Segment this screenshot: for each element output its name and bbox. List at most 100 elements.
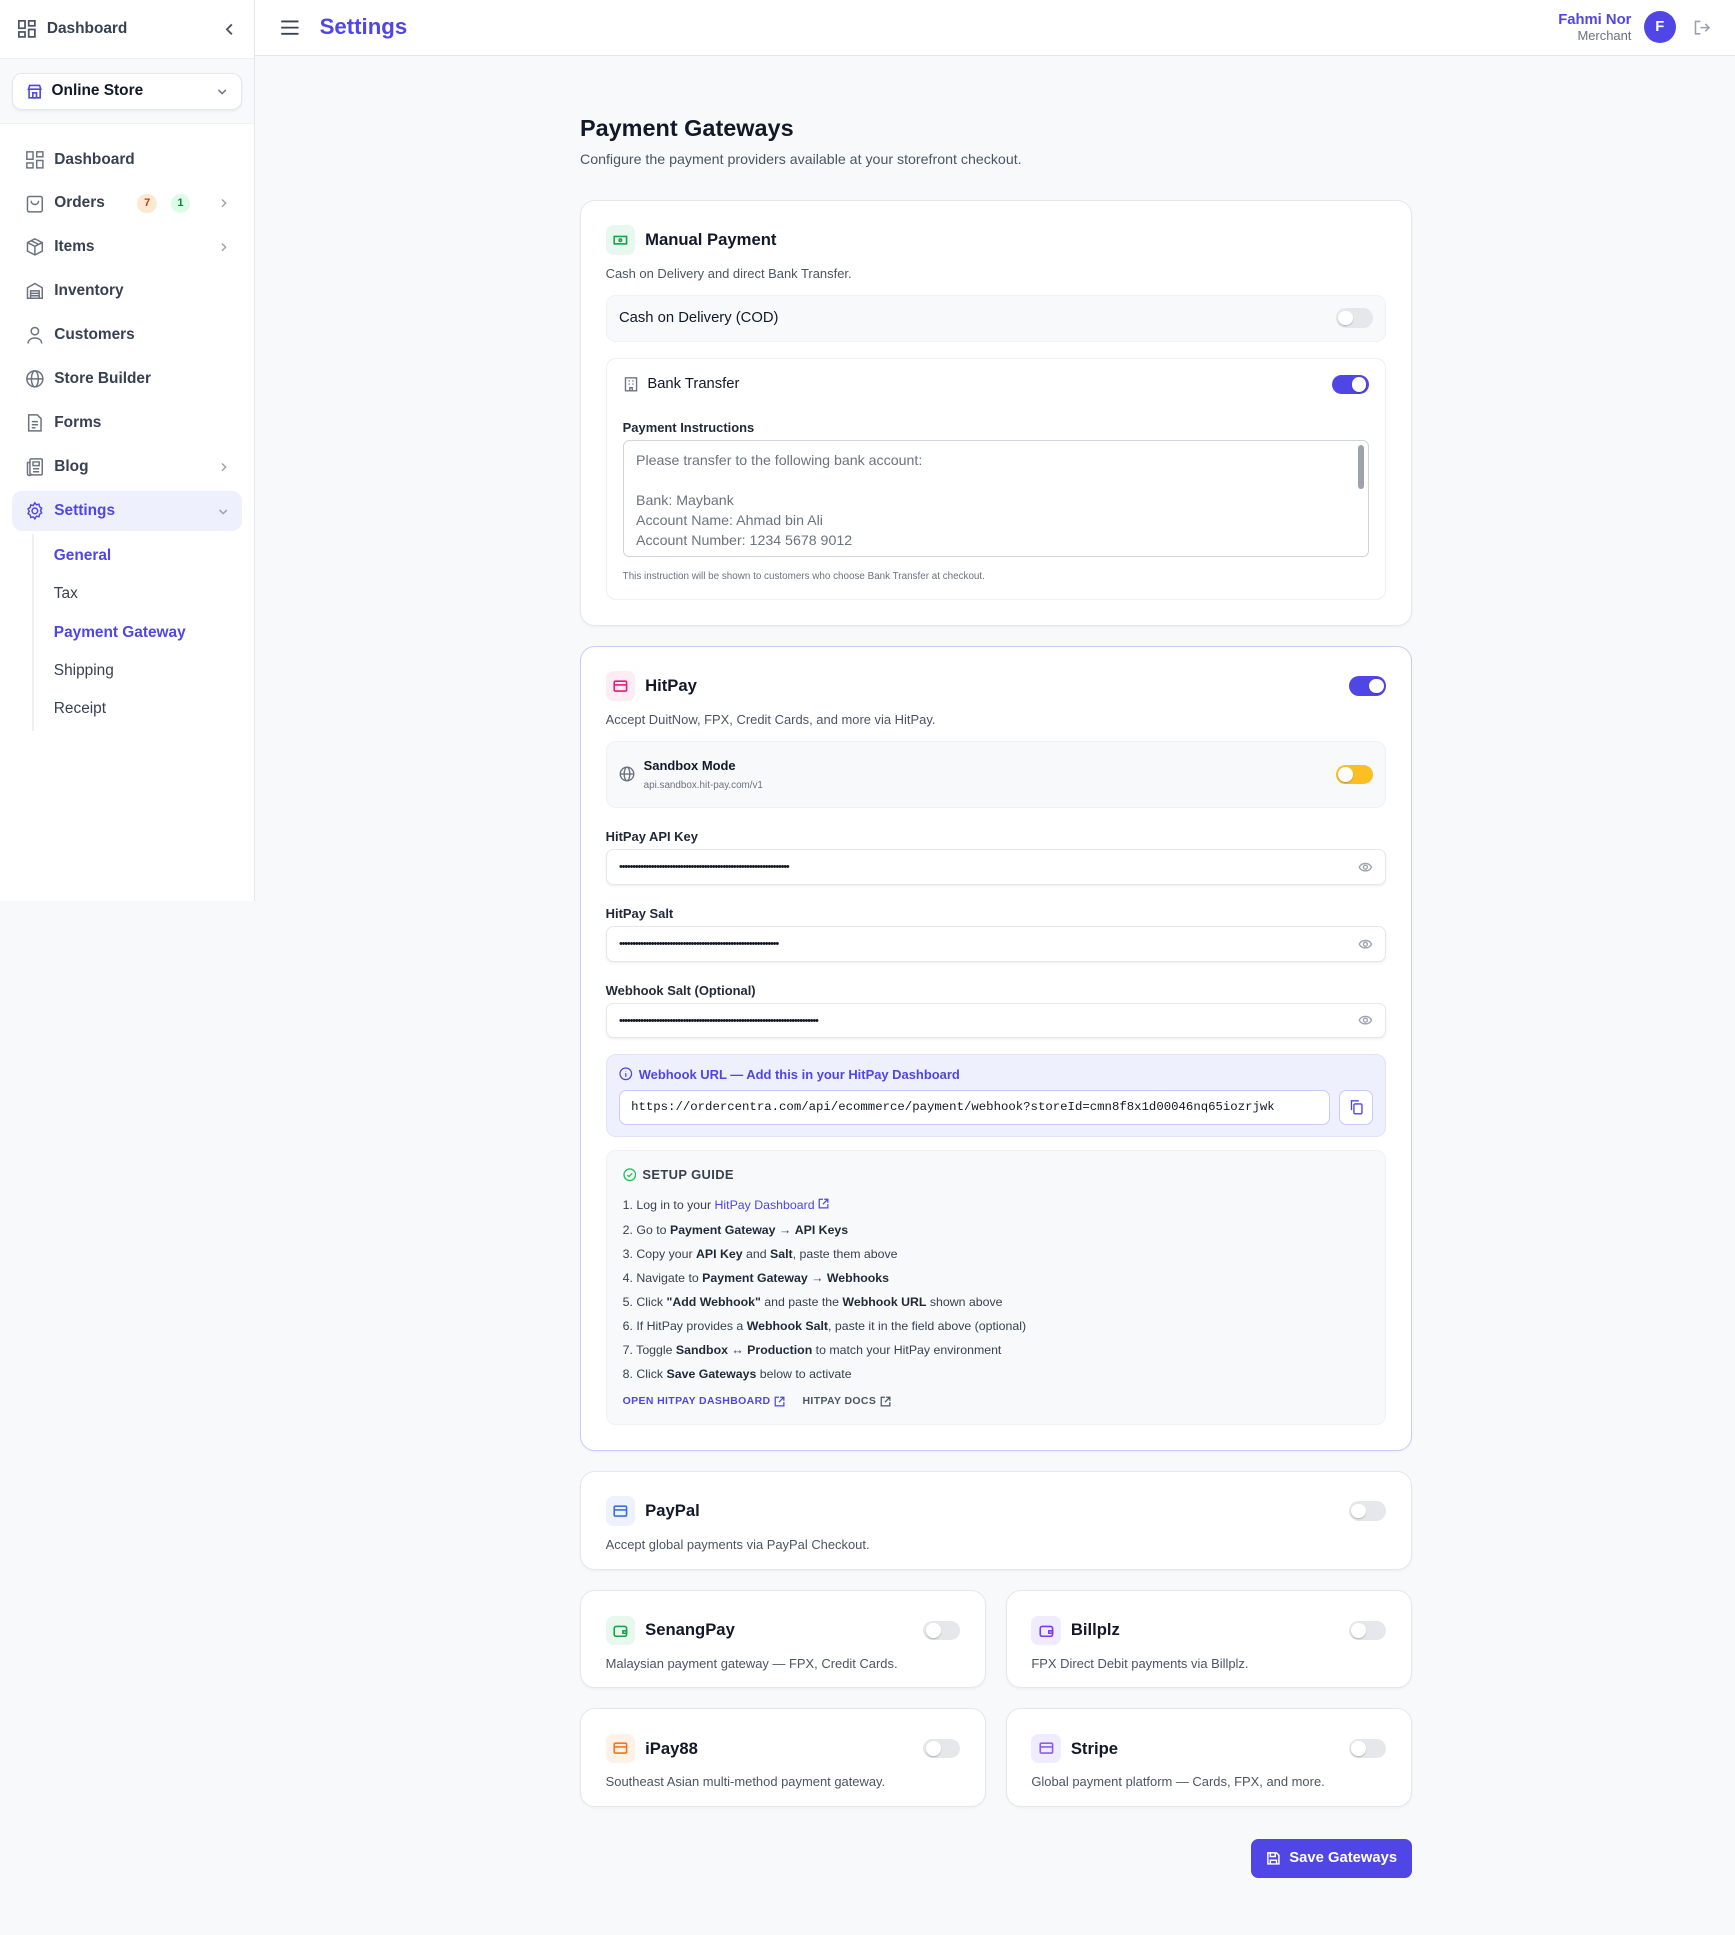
gateway-toggle[interactable]: [1348, 1620, 1386, 1641]
step-text: to match your HitPay environment: [812, 1342, 1002, 1357]
gateway-toggle[interactable]: [923, 1738, 961, 1759]
webhook-heading: Webhook URL — Add this in your HitPay Da…: [638, 1066, 960, 1082]
sidebar-item-items[interactable]: Items: [12, 227, 242, 268]
sandbox-row: Sandbox Mode api.sandbox.hit-pay.com/v1: [605, 740, 1386, 809]
api-key-input[interactable]: ••••••••••••••••••••••••••••••••••••••••…: [605, 849, 1386, 886]
sidebar-item-dashboard[interactable]: Dashboard: [12, 139, 242, 180]
salt-label: HitPay Salt: [605, 906, 674, 922]
sidebar-item-label: Orders: [54, 194, 105, 212]
setup-step: 8. Click Save Gateways below to activate: [623, 1362, 1369, 1386]
hitpay-docs-link[interactable]: HITPAY DOCS: [803, 1396, 891, 1407]
step-text: ↔: [727, 1342, 748, 1357]
store-icon: [26, 83, 43, 100]
sidebar-item-inventory[interactable]: Inventory: [12, 271, 242, 312]
step-text: shown above: [926, 1294, 1003, 1309]
sidebar-item-label: Settings: [54, 501, 116, 519]
step-text: and: [742, 1246, 771, 1261]
sandbox-toggle[interactable]: [1335, 764, 1373, 785]
copy-button[interactable]: [1339, 1090, 1373, 1125]
page-header-title: Settings: [319, 14, 408, 40]
webhook-salt-input[interactable]: ••••••••••••••••••••••••••••••••••••••••…: [605, 1002, 1386, 1039]
setup-guide: SETUP GUIDE 1. Log in to your HitPay Das…: [605, 1150, 1386, 1426]
count-badge: 7: [137, 193, 158, 214]
gateway-description: FPX Direct Debit payments via Billplz.: [1031, 1656, 1249, 1672]
warehouse-icon: [25, 281, 45, 301]
webhook-salt-value: ••••••••••••••••••••••••••••••••••••••••…: [618, 1014, 819, 1027]
submenu-item-receipt[interactable]: Receipt: [53, 700, 107, 718]
page-title: Payment Gateways: [579, 114, 794, 141]
step-text: 6. If HitPay provides a: [622, 1318, 747, 1333]
setup-steps: 1. Log in to your HitPay Dashboard 2. Go …: [623, 1193, 1369, 1386]
chevron-down-icon: [216, 85, 228, 97]
copy-icon: [1349, 1099, 1364, 1115]
hitpay-dashboard-link[interactable]: HitPay Dashboard: [714, 1198, 815, 1213]
sidebar-item-orders[interactable]: Orders 7 1: [12, 183, 242, 224]
instructions-textarea[interactable]: Please transfer to the following bank ac…: [622, 440, 1369, 558]
top-bar: Settings Fahmi Nor Merchant F: [255, 0, 1735, 56]
sidebar: Dashboard Online Store Dashboard Orders 7 1…: [0, 0, 256, 901]
gateway-toggle[interactable]: [923, 1620, 961, 1641]
salt-value: ••••••••••••••••••••••••••••••••••••••••…: [618, 937, 779, 950]
settings-submenu: General Tax Payment Gateway Shipping Receipt: [32, 534, 242, 731]
open-dashboard-label: OPEN HITPAY DASHBOARD: [622, 1395, 771, 1407]
setup-step: 5. Click "Add Webhook" and paste the Web…: [623, 1290, 1369, 1314]
sidebar-item-settings[interactable]: Settings: [12, 490, 243, 532]
ipay88-card: iPay88 Southeast Asian multi-method payme…: [579, 1708, 986, 1807]
user-info: Fahmi Nor Merchant: [1558, 12, 1631, 43]
webhook-url-field[interactable]: https://ordercentra.com/api/ecommerce/pa…: [618, 1090, 1330, 1125]
logout-icon[interactable]: [1693, 19, 1711, 36]
step-text: 4. Navigate to: [622, 1270, 703, 1285]
menu-icon[interactable]: [280, 19, 300, 36]
submenu-item-shipping[interactable]: Shipping: [53, 661, 114, 679]
eye-icon[interactable]: [1358, 1014, 1373, 1026]
external-link-icon: [880, 1396, 891, 1407]
store-selector[interactable]: Online Store: [12, 72, 243, 110]
submenu-item-general[interactable]: General: [53, 547, 112, 565]
user-name: Fahmi Nor: [1558, 11, 1632, 28]
step-text: Sandbox: [675, 1342, 728, 1357]
gateway-title: SenangPay: [645, 1620, 735, 1640]
manual-payment-card: Manual Payment Cash on Delivery and dire…: [579, 199, 1412, 626]
setup-guide-title: SETUP GUIDE: [642, 1167, 734, 1183]
submenu-item-tax[interactable]: Tax: [53, 585, 78, 603]
hitpay-card: HitPay Accept DuitNow, FPX, Credit Cards…: [579, 645, 1412, 1451]
cash-icon: [605, 225, 636, 255]
paypal-description: Accept global payments via PayPal Checko…: [605, 1536, 870, 1552]
step-text: below to activate: [756, 1366, 852, 1381]
sandbox-url: api.sandbox.hit-pay.com/v1: [643, 779, 763, 791]
instructions-label: Payment Instructions: [622, 420, 755, 436]
gateway-toggle[interactable]: [1348, 1738, 1386, 1759]
gateway-description: Malaysian payment gateway — FPX, Credit …: [605, 1656, 898, 1672]
setup-step: 1. Log in to your HitPay Dashboard: [623, 1193, 1369, 1217]
paypal-toggle[interactable]: [1348, 1501, 1386, 1521]
sidebar-item-store-builder[interactable]: Store Builder: [12, 359, 242, 400]
sidebar-item-blog[interactable]: Blog: [12, 447, 242, 488]
open-hitpay-dashboard-link[interactable]: OPEN HITPAY DASHBOARD: [623, 1396, 786, 1407]
submenu-item-payment-gateway[interactable]: Payment Gateway: [53, 623, 186, 641]
senangpay-card: SenangPay Malaysian payment gateway — FPX…: [579, 1589, 986, 1689]
eye-icon[interactable]: [1358, 938, 1373, 950]
eye-icon[interactable]: [1358, 861, 1373, 873]
salt-input[interactable]: ••••••••••••••••••••••••••••••••••••••••…: [605, 925, 1386, 962]
avatar[interactable]: F: [1643, 11, 1676, 44]
paypal-title: PayPal: [645, 1501, 700, 1521]
gateway-description: Southeast Asian multi-method payment gat…: [605, 1774, 886, 1790]
sidebar-item-forms[interactable]: Forms: [12, 403, 242, 444]
sidebar-header: Dashboard: [0, 0, 255, 60]
sidebar-item-label: Blog: [54, 457, 89, 475]
sidebar-item-customers[interactable]: Customers: [12, 315, 242, 356]
hitpay-toggle[interactable]: [1348, 676, 1386, 696]
sidebar-item-label: Store Builder: [54, 370, 151, 388]
cod-toggle[interactable]: [1335, 308, 1373, 328]
setup-step: 6. If HitPay provides a Webhook Salt, pa…: [623, 1314, 1369, 1338]
step-text: 3. Copy your: [622, 1246, 696, 1261]
step-text: 2. Go to: [622, 1222, 670, 1237]
external-link-icon: [818, 1198, 829, 1209]
docs-label: HITPAY DOCS: [802, 1395, 877, 1407]
collapse-sidebar-icon[interactable]: [222, 22, 237, 37]
textarea-scrollbar[interactable]: [1358, 444, 1365, 490]
save-gateways-button[interactable]: Save Gateways: [1251, 1838, 1412, 1879]
instructions-note: This instruction will be shown to custom…: [622, 570, 985, 582]
save-icon: [1266, 1851, 1281, 1866]
bank-transfer-toggle[interactable]: [1331, 374, 1369, 395]
